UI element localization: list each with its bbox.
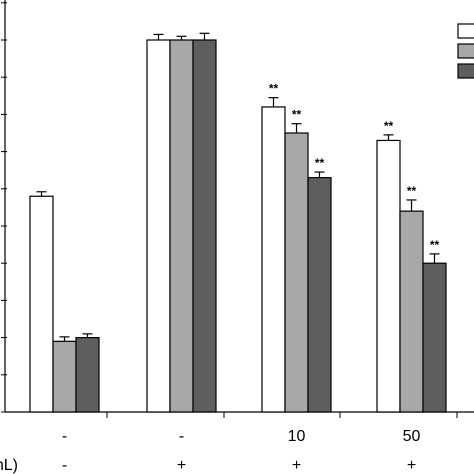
significance-label: **: [269, 82, 279, 96]
significance-label: **: [315, 156, 325, 170]
significance-label: **: [292, 108, 302, 122]
significance-label: **: [430, 238, 440, 252]
row-value-label: 50: [403, 428, 421, 445]
significance-label: **: [407, 184, 417, 198]
bar: [399, 210, 424, 413]
row-value-label: -: [62, 457, 67, 474]
labels-layer: - - 10 50 mL) - + + +: [0, 428, 421, 474]
row-value-label: -: [62, 428, 67, 445]
bars-layer: ** ** ** ** ** **: [29, 32, 447, 413]
bar: [146, 39, 171, 413]
bar: [52, 340, 77, 413]
bar: [169, 39, 194, 413]
row-label: mL): [0, 457, 18, 474]
bar: [284, 132, 309, 413]
bar: [422, 262, 447, 413]
bar: [75, 337, 100, 413]
row-value-label: -: [179, 428, 184, 445]
bar: [376, 139, 401, 413]
bar: [307, 177, 332, 413]
legend-swatch: [457, 63, 474, 79]
bar: [261, 106, 286, 413]
bar: [29, 195, 54, 413]
bar: [192, 39, 217, 413]
significance-label: **: [384, 119, 394, 133]
legend-swatch: [457, 43, 474, 59]
row-value-label: +: [407, 457, 416, 474]
row-value-label: +: [177, 457, 186, 474]
legend-swatch: [457, 23, 474, 39]
legend: [457, 23, 474, 79]
row-value-label: +: [292, 457, 301, 474]
row-value-label: 10: [288, 428, 306, 445]
